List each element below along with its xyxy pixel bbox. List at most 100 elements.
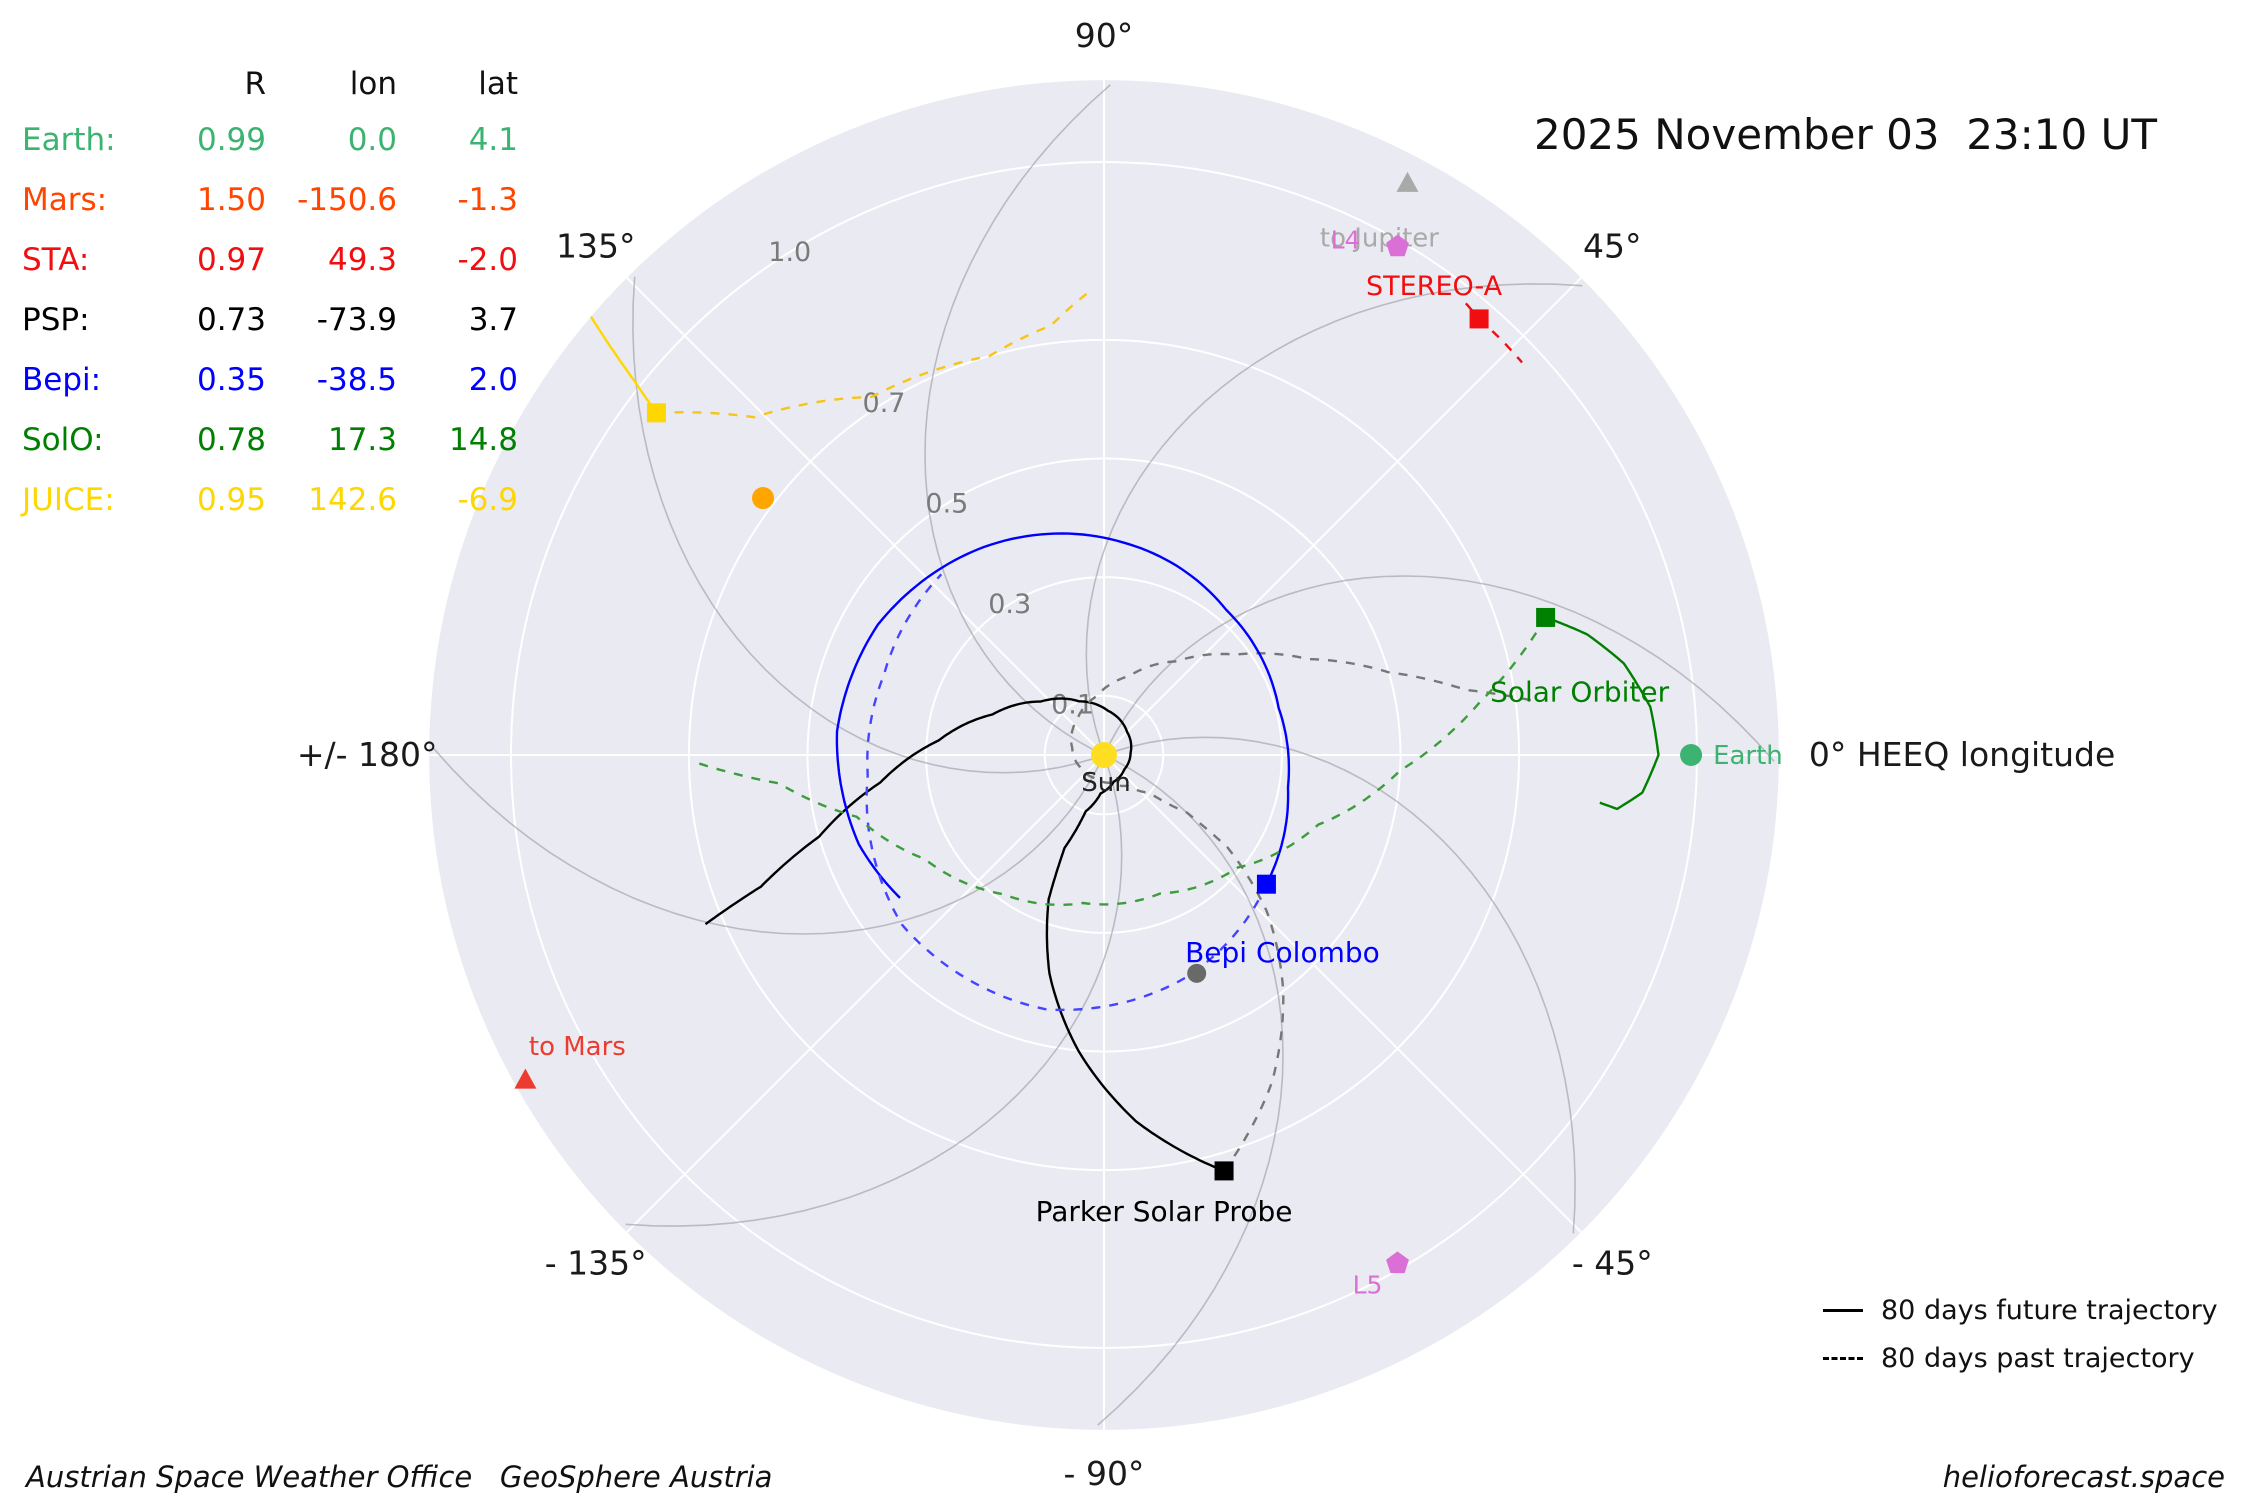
marker-l5: [1386, 1251, 1409, 1274]
cell-lon: 0.0: [347, 122, 397, 158]
label-earth: Earth: [1713, 741, 1783, 771]
parker-spiral: [625, 765, 1123, 1227]
trajectory-solo-future: [1545, 616, 1660, 811]
theta-tick-label: - 45°: [1572, 1243, 1653, 1282]
cell-name: Mars:: [22, 182, 108, 218]
cell-lat: 3.7: [468, 302, 518, 338]
parker-spiral: [924, 84, 1111, 751]
cell-name: JUICE:: [22, 482, 115, 518]
marker-mars-direction: [514, 1068, 537, 1089]
col-header-lon: lon: [349, 66, 397, 102]
legend-item-future: 80 days future trajectory: [1823, 1286, 2218, 1334]
trajectory-bepi-past: [865, 573, 1268, 1012]
label-psp: Parker Solar Probe: [1036, 1195, 1293, 1228]
table-row-psp: PSP: 0.73 -73.9 3.7: [22, 290, 518, 350]
table-row-solo: SolO: 0.78 17.3 14.8: [22, 410, 518, 470]
marker-solo: [1536, 607, 1556, 627]
cell-lon: 17.3: [327, 422, 397, 458]
r-tick-label: 0.5: [925, 489, 968, 520]
cell-lat: -6.9: [457, 482, 519, 518]
grid-spoke: [626, 754, 1105, 1233]
grid-spoke: [1103, 754, 1582, 1233]
cell-lon: 49.3: [327, 242, 397, 278]
parker-spirals: [433, 84, 1775, 1426]
theta-tick-label: - 90°: [1064, 1454, 1145, 1493]
label-solo: Solar Orbiter: [1490, 675, 1670, 708]
trajectory-juice-future: [585, 309, 658, 414]
cell-lon: 142.6: [308, 482, 397, 518]
parker-spiral: [1108, 575, 1775, 762]
legend-label: 80 days future trajectory: [1881, 1294, 2218, 1326]
marker-l4: [1386, 234, 1409, 257]
marker-sun: [1091, 742, 1117, 768]
table-row-bepi: Bepi: 0.35 -38.5 2.0: [22, 350, 518, 410]
cell-name: STA:: [22, 242, 90, 278]
table-row-mars: Mars: 1.50 -150.6 -1.3: [22, 170, 518, 230]
theta-tick-label: 45°: [1583, 227, 1642, 266]
cell-R: 0.78: [196, 422, 266, 458]
trajectories: [585, 291, 1660, 1173]
parker-spiral: [632, 276, 1094, 774]
marker-juice: [646, 403, 666, 423]
cell-lon: -38.5: [316, 362, 397, 398]
label-bepi: Bepi Colombo: [1185, 936, 1380, 969]
table-row-earth: Earth: 0.99 0.0 4.1: [22, 110, 518, 170]
cell-name: SolO:: [22, 422, 104, 458]
cell-lon: -73.9: [316, 302, 397, 338]
datetime-label: 2025 November 03 23:10 UT: [1533, 110, 2157, 159]
marker-stereo-a: [1469, 309, 1489, 329]
label-l5: L5: [1353, 1270, 1383, 1299]
marker-venus: [752, 487, 775, 510]
theta-tick-label: 90°: [1075, 16, 1134, 55]
parker-spiral: [433, 748, 1100, 935]
ephemeris-table-header: R lon lat: [22, 58, 518, 110]
label-stereo-a: STEREO-A: [1366, 271, 1503, 302]
marker-bepi: [1256, 874, 1276, 894]
cell-R: 1.50: [196, 182, 266, 218]
table-row-sta: STA: 0.97 49.3 -2.0: [22, 230, 518, 290]
parker-spiral: [1085, 283, 1583, 745]
trajectory-solo-past: [694, 616, 1547, 906]
theta-tick-label: +/- 180°: [297, 735, 438, 774]
cell-R: 0.99: [196, 122, 266, 158]
theta-tick-label: 135°: [556, 227, 636, 266]
col-header-lat: lat: [478, 66, 518, 102]
trajectory-bepi-future: [835, 532, 1291, 899]
cell-R: 0.73: [196, 302, 266, 338]
cell-lat: -2.0: [457, 242, 519, 278]
marker-psp: [1214, 1161, 1234, 1181]
ephemeris-table-body: Earth: 0.99 0.0 4.1 Mars: 1.50 -150.6 -1.3 STA: 0…: [22, 110, 518, 530]
cell-lat: 4.1: [468, 122, 518, 158]
ephemeris-table: R lon lat Earth: 0.99 0.0 4.1 Mars: 1.50 -150.…: [22, 58, 518, 530]
legend-label: 80 days past trajectory: [1881, 1342, 2195, 1374]
r-tick-label: 0.1: [1051, 690, 1094, 721]
r-tick-label: 0.3: [988, 589, 1031, 620]
label-sun: Sun: [1081, 768, 1130, 798]
legend-item-past: 80 days past trajectory: [1823, 1334, 2218, 1382]
cell-R: 0.97: [196, 242, 266, 278]
r-tick-label: 1.0: [768, 237, 811, 268]
cell-R: 0.95: [196, 482, 266, 518]
label-mars-direction: to Mars: [529, 1032, 626, 1062]
trajectory-psp-past: [1070, 652, 1534, 1172]
cell-lat: 2.0: [468, 362, 518, 398]
parker-spiral: [1114, 736, 1576, 1234]
website-label: helioforecast.space: [1942, 1460, 2225, 1494]
label-l4: L4: [1331, 226, 1361, 255]
marker-jupiter-direction: [1396, 171, 1419, 192]
grid-spoke: [1103, 277, 1582, 756]
r-tick-label: 0.7: [863, 388, 906, 419]
cell-lat: -1.3: [457, 182, 519, 218]
col-header-r: R: [244, 66, 266, 102]
marker-mercury: [1187, 963, 1207, 983]
theta-tick-label: - 135°: [545, 1243, 647, 1282]
marker-earth: [1680, 744, 1703, 766]
cell-name: Bepi:: [22, 362, 102, 398]
trajectory-psp-future: [704, 697, 1225, 1173]
cell-lat: 14.8: [448, 422, 518, 458]
solid-line-swatch: [1823, 1308, 1863, 1312]
label-jupiter-direction: to Jupiter: [1320, 223, 1439, 253]
grid-spoke: [626, 277, 1105, 756]
